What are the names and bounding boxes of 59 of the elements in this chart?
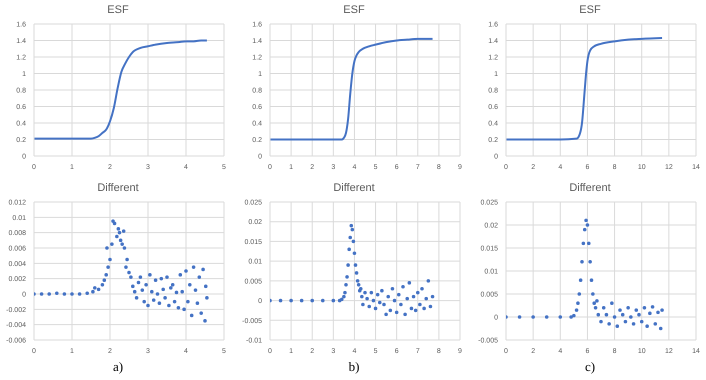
line-series [270,38,434,140]
point [558,315,562,319]
point [604,312,608,316]
point [660,308,664,312]
point [640,320,644,324]
point [574,308,578,312]
point [582,228,586,232]
line-series [34,40,208,140]
point [616,324,620,328]
point [626,306,630,310]
chart-title: ESF [578,3,602,18]
point [592,301,596,305]
point [584,218,588,222]
chart-title: Different [332,181,376,196]
point [582,242,586,246]
point [590,278,594,282]
point [607,322,611,326]
point [629,315,633,319]
point [580,260,584,264]
point [634,308,638,312]
point [576,301,580,305]
chart-title: Different [96,181,140,196]
text: b) [348,358,360,376]
point [531,315,535,319]
point [642,306,646,310]
point [596,312,600,316]
point [602,306,606,310]
point [569,315,573,319]
text: c) [584,358,596,376]
point [610,301,614,305]
point [588,260,592,264]
point [518,315,522,319]
point [599,320,603,324]
point [658,326,662,330]
point [648,312,652,316]
point [637,312,641,316]
point [578,278,582,282]
chart-title: Different [568,181,612,196]
point [612,315,616,319]
line-series [506,37,664,140]
point [632,322,636,326]
point [586,223,590,227]
point [650,305,654,309]
point [587,242,591,246]
point [591,292,595,296]
point [595,299,599,303]
point [620,312,624,316]
chart-title: ESF [106,3,130,18]
point [572,314,576,318]
point [594,306,598,310]
point [645,324,649,328]
point [624,320,628,324]
chart-title: ESF [342,3,366,18]
text: a) [112,358,124,376]
point [654,322,658,326]
point [618,308,622,312]
point [578,292,582,296]
point [544,315,548,319]
point [656,310,660,314]
